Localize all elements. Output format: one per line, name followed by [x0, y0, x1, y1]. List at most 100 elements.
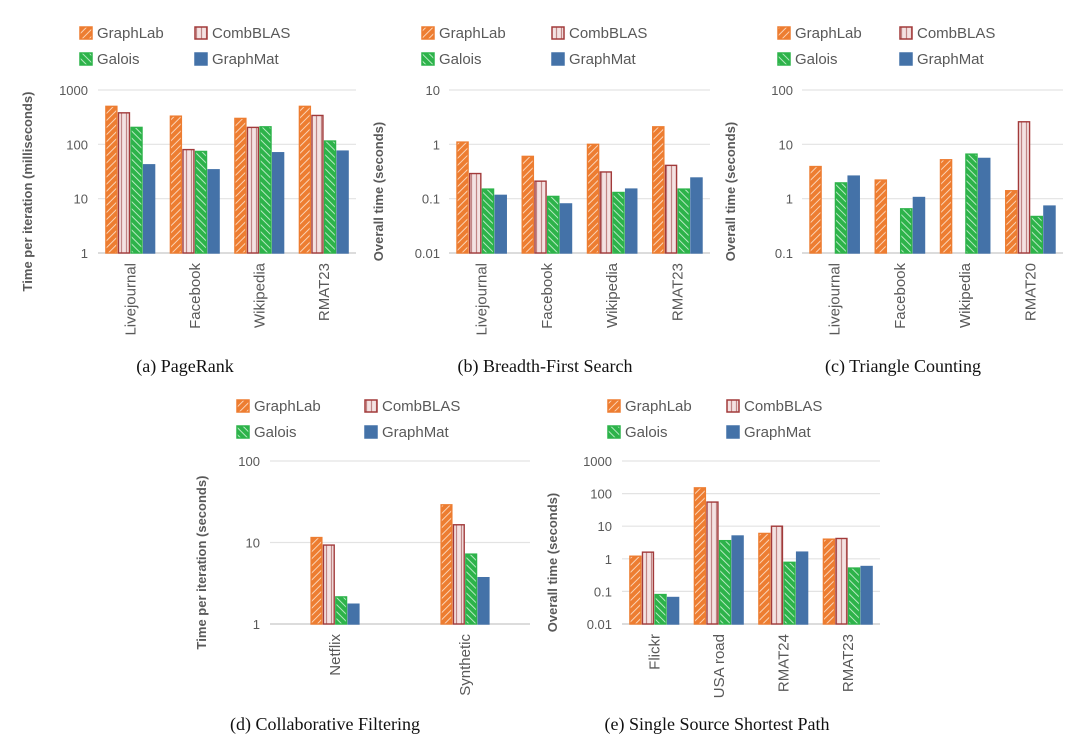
legend-item-galois: Galois: [79, 51, 140, 68]
x-category-label: Wikipedia: [957, 262, 974, 328]
legend-swatch-combblas: [364, 399, 378, 413]
x-category-label: Facebook: [539, 263, 556, 329]
bar-graphmat-facebook: [559, 203, 573, 254]
y-tick-label: 0.01: [587, 617, 612, 632]
bar-graphlab-livejournal: [809, 165, 822, 254]
y-tick-label: 10: [779, 137, 793, 152]
bar-graphlab-facebook: [169, 115, 183, 254]
x-category-label: Livejournal: [474, 263, 491, 336]
y-axis-label: Overall time (seconds): [545, 493, 560, 632]
bar-graphmat-facebook: [912, 196, 926, 254]
x-category-label: Wikipedia: [251, 262, 268, 328]
bar-combblas-flickr: [641, 551, 655, 625]
legend-item-combblas: CombBLAS: [551, 25, 647, 42]
bar-graphmat-wikipedia: [977, 157, 991, 254]
legend-label: GraphMat: [212, 51, 280, 68]
legend-item-galois: Galois: [421, 51, 482, 68]
legend-item-graphlab: GraphLab: [777, 25, 862, 42]
bar-graphlab-wikipedia: [234, 117, 247, 254]
legend-swatch-graphlab: [421, 26, 435, 40]
legend-item-graphmat: GraphMat: [551, 51, 637, 68]
y-axis-label: Time per iteration (milliseconds): [20, 92, 35, 292]
y-axis-label: Time per iteration (seconds): [194, 476, 209, 650]
bar-graphlab-livejournal: [105, 105, 118, 254]
bar-galois-flickr: [654, 593, 667, 625]
y-tick-label: 0.1: [594, 584, 612, 599]
bar-graphlab-facebook: [521, 155, 535, 254]
legend-item-combblas: CombBLAS: [364, 398, 460, 415]
bar-combblas-netflix: [322, 544, 335, 625]
y-tick-label: 100: [590, 487, 612, 502]
y-tick-label: 0.01: [415, 246, 440, 261]
y-tick-label: 1: [605, 552, 612, 567]
legend-item-galois: Galois: [607, 424, 668, 441]
bar-graphlab-rmat23: [652, 126, 665, 254]
legend-item-combblas: CombBLAS: [899, 25, 995, 42]
legend-item-combblas: CombBLAS: [194, 25, 290, 42]
chart-a-pagerank: GraphLab CombBLAS Galois GraphMat 1 10 100 1000…: [20, 25, 356, 377]
chart-b-breadth-first-search: GraphLab CombBLAS Galois GraphMat 0.01 0.1 1 10…: [371, 25, 710, 377]
bar-combblas-synthetic: [452, 524, 465, 625]
legend-label: GraphMat: [569, 51, 637, 68]
legend-label: CombBLAS: [744, 398, 822, 415]
legend-label: Galois: [97, 51, 140, 68]
bar-graphmat-netflix: [347, 603, 360, 625]
bar-galois-wikipedia: [965, 153, 978, 254]
bar-graphmat-wikipedia: [624, 188, 638, 254]
bar-combblas-rmat20: [1017, 121, 1031, 254]
legend-swatch-combblas: [194, 26, 208, 40]
bar-graphmat-rmat24: [795, 551, 809, 625]
bar-graphmat-rmat20: [1043, 205, 1056, 254]
x-category-label: USA road: [711, 634, 728, 698]
y-tick-label: 0.1: [775, 246, 793, 261]
bar-combblas-wikipedia: [599, 171, 613, 254]
legend-label: GraphMat: [744, 424, 812, 441]
y-tick-label: 1: [81, 246, 88, 261]
x-category-label: Livejournal: [122, 263, 139, 336]
bar-graphlab-wikipedia: [586, 143, 600, 254]
x-category-label: Facebook: [187, 263, 204, 329]
x-category-label: RMAT23: [840, 634, 857, 692]
chart-caption: (e) Single Source Shortest Path: [605, 714, 830, 735]
legend-swatch-galois: [79, 52, 93, 66]
bar-combblas-rmat23: [311, 114, 324, 254]
legend: GraphLab CombBLAS Galois GraphMat: [777, 25, 995, 68]
bar-graphmat-rmat23: [690, 177, 703, 254]
legend-swatch-graphmat: [726, 425, 740, 439]
x-category-label: RMAT23: [669, 263, 686, 321]
chart-caption: (a) PageRank: [136, 356, 233, 377]
bar-combblas-rmat23: [835, 537, 848, 625]
y-tick-label: 100: [66, 137, 88, 152]
y-tick-label: 100: [771, 83, 793, 98]
legend-swatch-graphmat: [551, 52, 565, 66]
y-tick-label: 10: [598, 519, 612, 534]
legend-swatch-graphmat: [194, 52, 208, 66]
bar-graphmat-flickr: [666, 596, 680, 625]
bar-galois-rmat23: [323, 140, 337, 254]
x-category-label: Facebook: [892, 263, 909, 329]
legend-swatch-graphlab: [236, 399, 250, 413]
legend-item-graphmat: GraphMat: [726, 424, 812, 441]
legend: GraphLab CombBLAS Galois GraphMat: [79, 25, 290, 68]
bar-galois-rmat24: [783, 561, 796, 625]
y-tick-label: 100: [238, 454, 260, 469]
legend-item-graphlab: GraphLab: [607, 398, 692, 415]
bar-galois-livejournal: [130, 126, 143, 254]
legend-swatch-combblas: [899, 26, 913, 40]
chart-e-single-source-shortest-path: GraphLab CombBLAS Galois GraphMat 0.01 0.1 1 10…: [545, 398, 880, 735]
legend-label: CombBLAS: [917, 25, 995, 42]
y-tick-label: 0.1: [422, 192, 440, 207]
y-axis-label: Overall time (seconds): [371, 122, 386, 261]
bar-graphlab-rmat24: [758, 532, 771, 625]
legend-item-graphmat: GraphMat: [194, 51, 280, 68]
legend-swatch-graphlab: [777, 26, 791, 40]
legend-item-graphmat: GraphMat: [364, 424, 450, 441]
legend-item-graphmat: GraphMat: [899, 51, 985, 68]
legend-label: GraphMat: [917, 51, 985, 68]
legend-swatch-galois: [236, 425, 250, 439]
legend-label: GraphLab: [97, 25, 164, 42]
legend-item-graphlab: GraphLab: [79, 25, 164, 42]
bar-graphlab-usa-road: [693, 487, 707, 625]
legend-label: GraphLab: [254, 398, 321, 415]
